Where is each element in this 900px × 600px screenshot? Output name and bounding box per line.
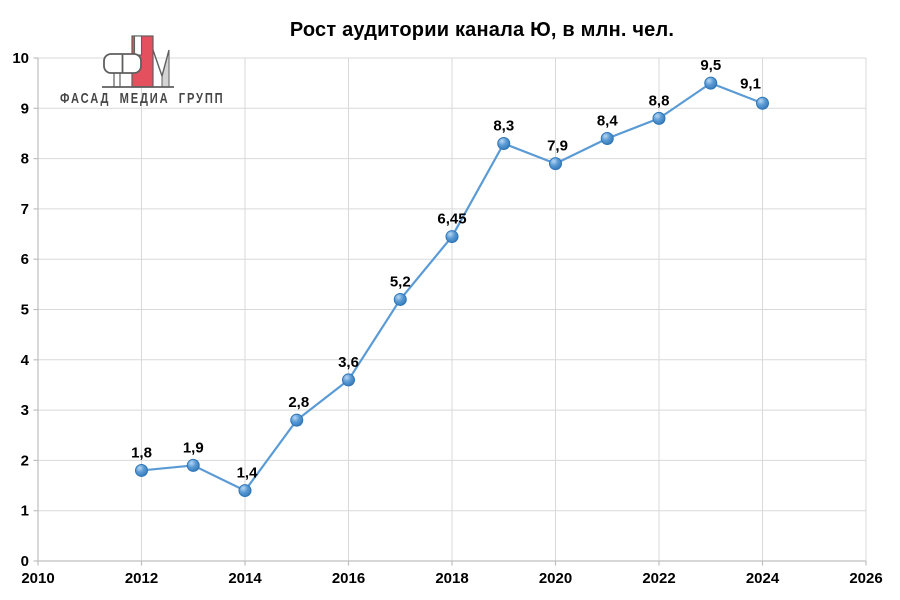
- y-tick-label: 10: [12, 50, 29, 67]
- data-point-label: 2,8: [288, 394, 309, 411]
- x-tick-label: 2024: [746, 570, 780, 587]
- data-series: [135, 76, 769, 498]
- data-point-marker: [652, 111, 666, 125]
- y-tick-label: 7: [21, 201, 29, 218]
- data-point-label: 5,2: [390, 273, 411, 290]
- chart-title: Рост аудитории канала Ю, в млн. чел.: [289, 19, 675, 41]
- x-tick-label: 2014: [228, 570, 262, 587]
- data-point-marker: [393, 292, 407, 306]
- y-tick-label: 1: [21, 503, 29, 520]
- y-tick-label: 3: [21, 402, 29, 419]
- y-tick-label: 4: [21, 352, 30, 369]
- data-point-label: 7,9: [547, 138, 568, 155]
- y-tick-label: 2: [21, 452, 29, 469]
- data-point-marker: [704, 76, 718, 90]
- logo-pole: [113, 71, 121, 88]
- company-logo-text: ФАСАД МЕДИА ГРУПП: [60, 90, 225, 107]
- company-logo: ФАСАД МЕДИА ГРУПП: [58, 26, 228, 112]
- y-tick-label: 8: [21, 151, 29, 168]
- data-point-marker: [290, 413, 304, 427]
- x-tick-label: 2018: [435, 570, 468, 587]
- data-point-marker: [342, 373, 355, 387]
- data-point-label: 1,4: [237, 465, 259, 482]
- data-point-label: 8,3: [493, 118, 514, 135]
- x-tick-label: 2026: [849, 570, 882, 587]
- y-tick-label: 0: [21, 553, 29, 570]
- data-point-label: 1,8: [131, 444, 152, 461]
- x-tick-label: 2022: [642, 570, 675, 587]
- x-tick-label: 2010: [21, 570, 54, 587]
- data-point-marker: [445, 230, 459, 244]
- data-point-label: 8,4: [597, 112, 619, 129]
- data-point-label: 1,9: [183, 439, 204, 456]
- gridlines: [38, 57, 867, 561]
- data-point-label: 6,45: [437, 211, 466, 228]
- data-point-label: 3,6: [338, 354, 359, 371]
- data-point-marker: [186, 458, 200, 472]
- data-point-marker: [600, 131, 614, 145]
- fasad-media-group-logo-icon: [102, 35, 174, 88]
- y-tick-label: 6: [21, 251, 29, 268]
- data-point-marker: [756, 96, 769, 110]
- x-tick-label: 2020: [539, 570, 572, 587]
- y-tick-label: 9: [21, 100, 29, 117]
- x-tick-label: 2012: [125, 570, 158, 587]
- data-point-label: 9,5: [700, 57, 721, 74]
- data-point-label: 9,1: [740, 75, 761, 92]
- logo-m-strokes: [152, 49, 170, 79]
- data-point-marker: [135, 463, 148, 477]
- data-point-marker: [238, 484, 252, 498]
- x-tick-label: 2016: [332, 570, 365, 587]
- data-point-marker: [497, 137, 511, 151]
- axes: [33, 57, 867, 566]
- data-labels: 1,8 1,9 1,4 2,8 3,6 5,2 6,45 8,3 7,9 8,4 8,8 9,5 9,1: [131, 57, 761, 481]
- y-tick-label: 5: [21, 302, 29, 319]
- logo-white-strip: [133, 35, 143, 56]
- data-point-marker: [549, 157, 562, 171]
- data-point-label: 8,8: [649, 92, 670, 109]
- tick-labels: 2010 2012 2014 2016 2018 2020 2022 2024 2026 0 1 2 3…: [12, 50, 882, 587]
